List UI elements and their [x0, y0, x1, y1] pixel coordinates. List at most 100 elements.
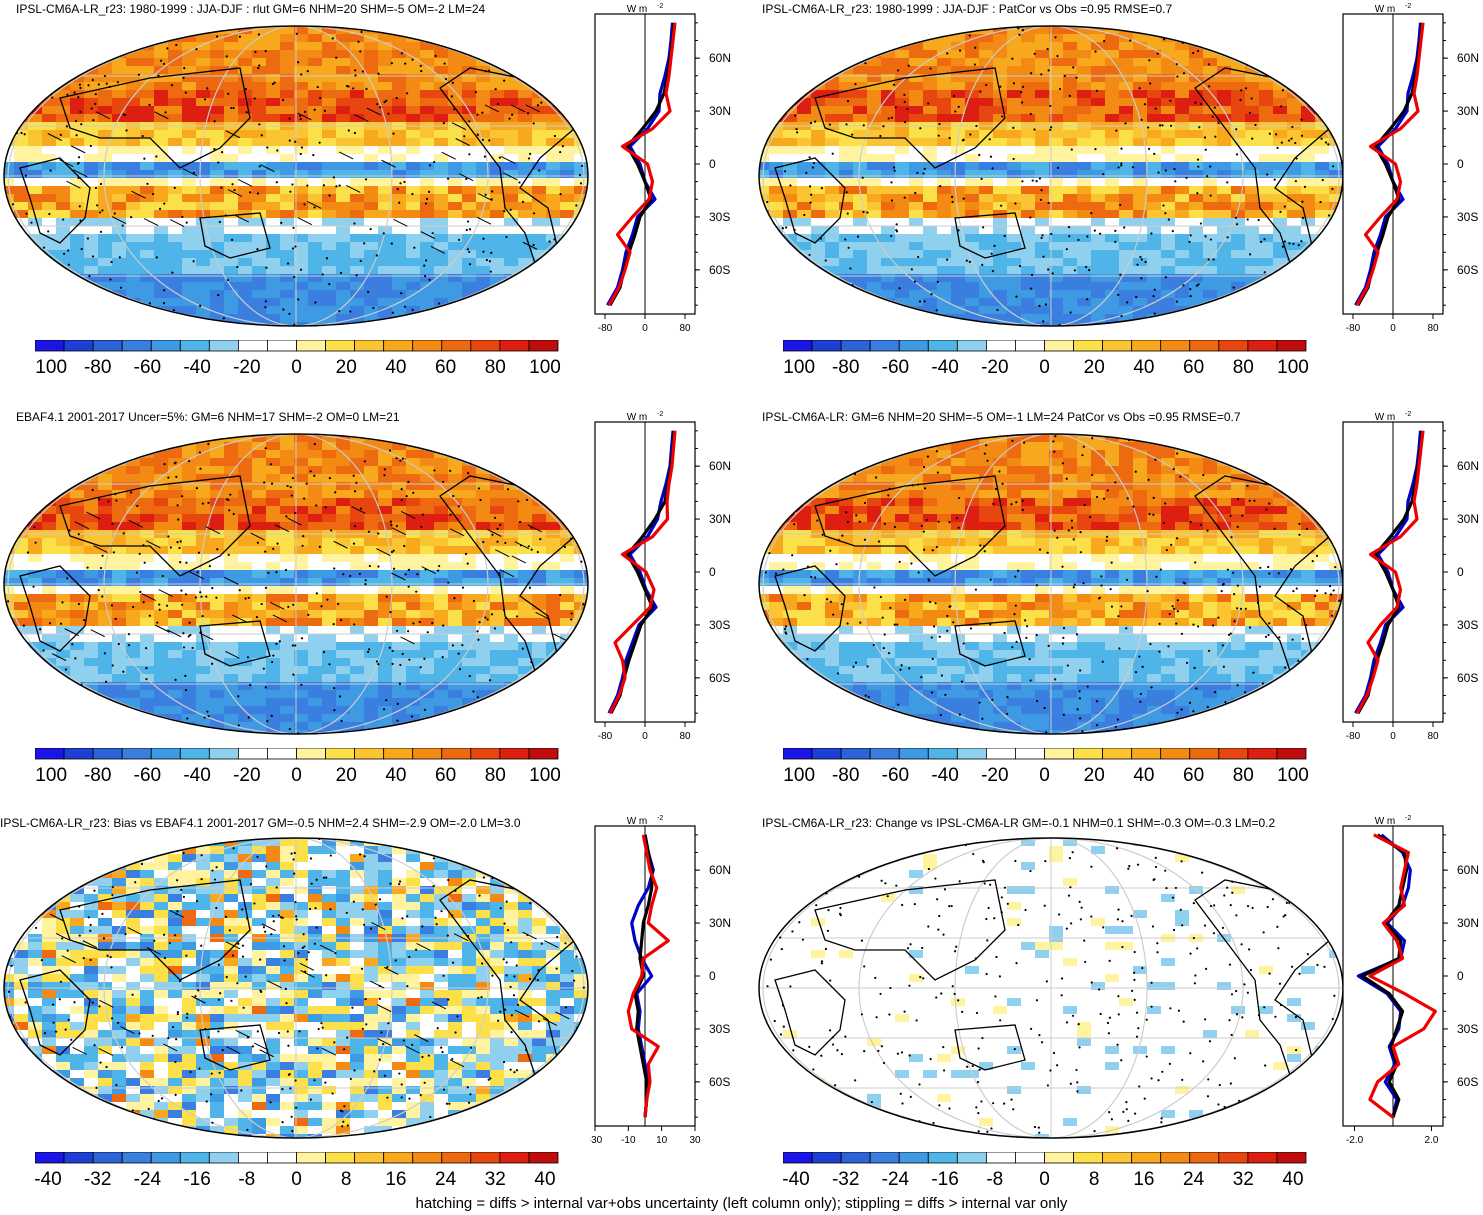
zonal-mean-plot: W m -2 60N 30N 0 30S 60S -80 0 80: [1342, 411, 1479, 742]
panel-4: IPSL-CM6A-LR: GM=6 NHM=20 SHM=-5 OM=-1 L…: [750, 408, 1480, 808]
zonal-unit-label: W m: [1375, 4, 1396, 15]
colorbar-label: 24: [1183, 1169, 1205, 1188]
colorbar-label: 16: [385, 1169, 406, 1188]
world-map: [758, 25, 1344, 327]
colorbar-label: 40: [1282, 1169, 1303, 1188]
colorbar-swatch: [63, 748, 94, 760]
colorbar-swatch: [840, 1152, 871, 1164]
colorbar-swatch: [354, 1152, 385, 1164]
lat-tick-label: 30S: [1457, 1022, 1478, 1036]
colorbar-swatch: [179, 748, 210, 760]
colorbar-swatch: [898, 1152, 929, 1164]
zonal-series-line-2: [1360, 833, 1409, 1118]
colorbar-swatch: [783, 748, 813, 760]
zonal-mean-plot: W m -2 60N 30N 0 30S 60S -30 -10 10 30: [590, 815, 731, 1146]
world-map: [3, 25, 589, 327]
lat-tick-label: 30S: [709, 210, 730, 224]
colorbar-swatch: [150, 1152, 181, 1164]
colorbar-label: -20: [233, 765, 260, 784]
colorbar-swatch: [208, 748, 239, 760]
colorbar-swatch: [1160, 340, 1191, 352]
colorbar-swatch: [869, 1152, 900, 1164]
colorbar-swatch: [441, 340, 472, 352]
lat-tick-label: 60N: [709, 51, 731, 65]
colorbar-swatch: [1131, 340, 1162, 352]
colorbar-swatch: [1218, 340, 1249, 352]
colorbar-swatch: [499, 340, 530, 352]
colorbar-swatch: [811, 1152, 842, 1164]
colorbar-swatch: [811, 340, 842, 352]
colorbar-label: -40: [35, 1169, 62, 1188]
colorbar-swatch: [1247, 748, 1278, 760]
colorbar-label: 100: [529, 357, 561, 376]
colorbar-swatch: [325, 1152, 356, 1164]
colorbar-label: 60: [1183, 357, 1204, 376]
lat-tick-label: 0: [1457, 157, 1464, 171]
x-tick-label: 0: [1390, 323, 1396, 334]
x-tick-label: 2.0: [1425, 1135, 1439, 1146]
lat-tick-label: 60N: [709, 863, 731, 877]
panel-title: IPSL-CM6A-LR_r23: 1980-1999 : JJA-DJF : …: [762, 2, 1173, 16]
lat-tick-label: 60S: [1457, 1075, 1478, 1089]
colorbar-swatch: [325, 340, 356, 352]
zonal-series-line-3: [608, 430, 677, 714]
colorbar-swatch: [869, 748, 900, 760]
colorbar-swatch: [1044, 1152, 1074, 1164]
world-map: [758, 433, 1344, 735]
colorbar-swatch: [985, 1152, 1016, 1164]
colorbar-swatch: [1276, 1152, 1307, 1164]
colorbar-swatch: [35, 1152, 65, 1164]
colorbar-swatch: [35, 748, 65, 760]
colorbar-swatch: [383, 340, 414, 352]
colorbar-label: 0: [291, 765, 302, 784]
zonal-mean-plot: W m -2 60N 30N 0 30S 60S -2.0 2.0: [1342, 815, 1479, 1146]
colorbar-swatch: [927, 748, 958, 760]
colorbar-label: -100: [35, 765, 67, 784]
colorbar-label: 0: [1039, 765, 1050, 784]
colorbar-label: -60: [882, 357, 909, 376]
colorbar-swatch: [927, 1152, 958, 1164]
colorbar-label: 100: [529, 765, 561, 784]
lat-tick-label: 30N: [709, 104, 731, 118]
colorbar-swatch: [927, 340, 958, 352]
colorbar-swatch: [1189, 1152, 1220, 1164]
footer-caption: hatching = diffs > internal var+obs unce…: [415, 1195, 1068, 1212]
colorbar-swatch: [267, 748, 297, 760]
colorbar: -100 -80 -60 -40 -20 0 20 40 60 80 100: [35, 340, 561, 376]
colorbar-swatch: [1015, 748, 1045, 760]
colorbar-swatch: [121, 1152, 152, 1164]
colorbar-swatch: [1247, 340, 1278, 352]
colorbar-swatch: [63, 340, 94, 352]
colorbar-swatch: [470, 340, 501, 352]
x-tick-label: -30: [590, 1135, 603, 1146]
colorbar-label: -80: [832, 765, 859, 784]
colorbar-label: -40: [183, 765, 210, 784]
lat-tick-label: 30N: [709, 916, 731, 930]
colorbar-label: 60: [435, 765, 456, 784]
panel-5: IPSL-CM6A-LR_r23: Bias vs EBAF4.1 2001-2…: [0, 812, 731, 1212]
colorbar-swatch: [1218, 1152, 1249, 1164]
lat-tick-label: 0: [1457, 969, 1464, 983]
lat-tick-label: 60N: [1457, 863, 1479, 877]
colorbar-label: -24: [134, 1169, 162, 1188]
zonal-unit-label: W m: [627, 816, 648, 827]
colorbar-label: -100: [783, 765, 815, 784]
colorbar-swatch: [325, 748, 356, 760]
zonal-mean-plot: W m -2 60N 30N 0 30S 60S -80 0 80: [594, 3, 731, 334]
colorbar-swatch: [296, 1152, 326, 1164]
lat-tick-label: 30N: [1457, 104, 1479, 118]
colorbar-swatch: [383, 748, 414, 760]
lat-tick-label: 0: [1457, 565, 1464, 579]
colorbar-swatch: [528, 1152, 559, 1164]
colorbar-swatch: [898, 340, 929, 352]
colorbar-swatch: [92, 748, 123, 760]
zonal-series-line-1: [1354, 22, 1423, 306]
lat-tick-label: 60S: [1457, 671, 1478, 685]
zonal-mean-plot: W m -2 60N 30N 0 30S 60S -80 0 80: [594, 411, 731, 742]
colorbar-label: 0: [1039, 1169, 1050, 1188]
colorbar-swatch: [956, 748, 987, 760]
colorbar-label: -32: [84, 1169, 111, 1188]
colorbar-swatch: [470, 748, 501, 760]
panel-6: IPSL-CM6A-LR_r23: Change vs IPSL-CM6A-LR…: [750, 812, 1480, 1212]
colorbar-label: -8: [238, 1169, 255, 1188]
